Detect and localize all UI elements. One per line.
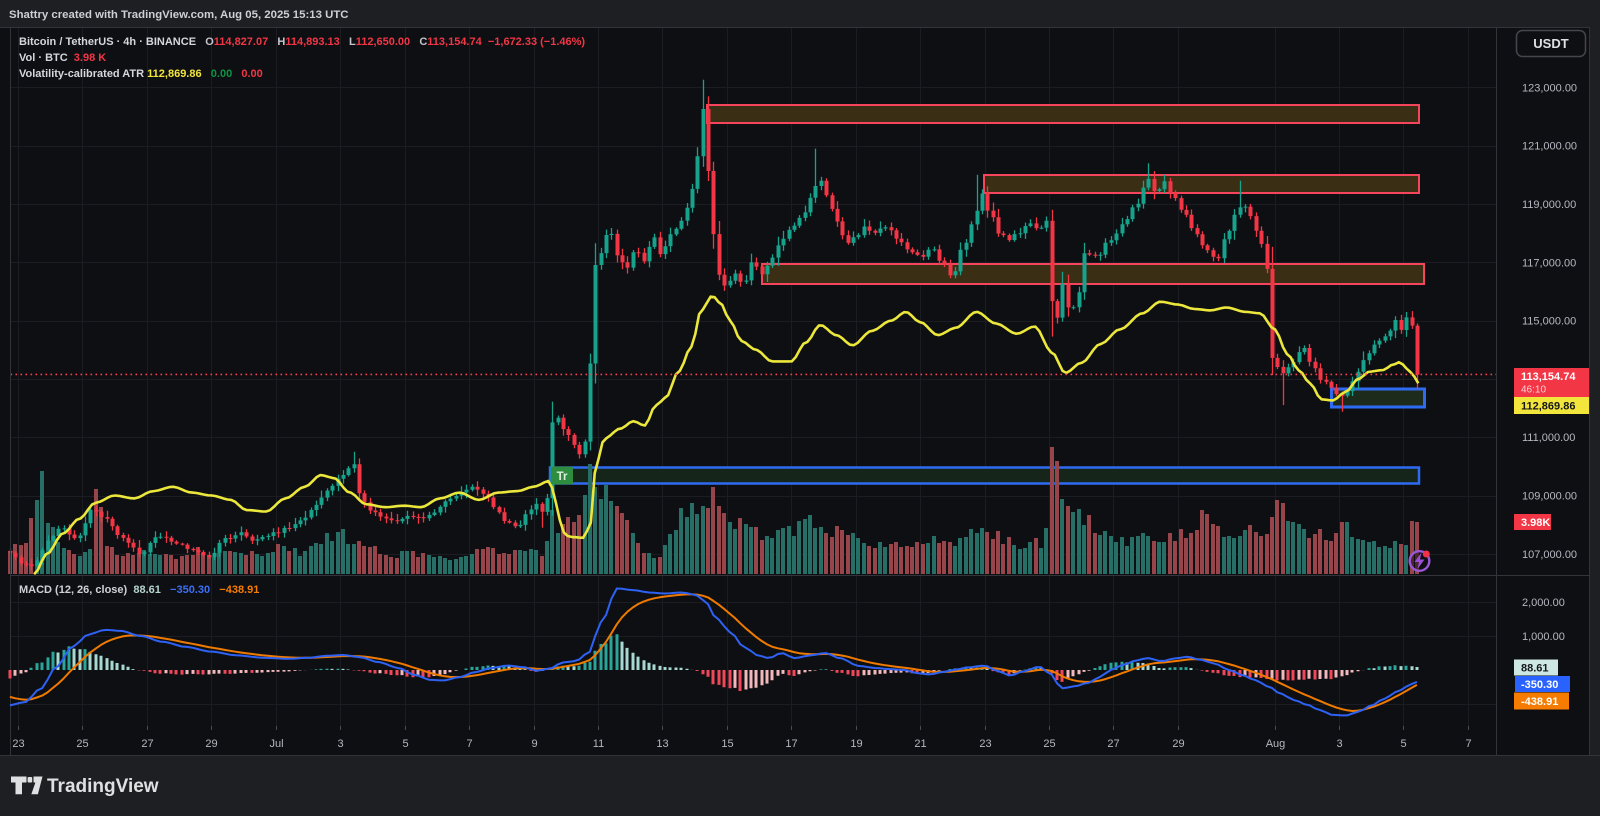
svg-text:25: 25 (1043, 738, 1055, 750)
svg-text:46:10: 46:10 (1521, 385, 1546, 396)
svg-text:23: 23 (979, 738, 991, 750)
svg-text:Bitcoin / TetherUS · 4h · BINA: Bitcoin / TetherUS · 4h · BINANCE O114,8… (19, 36, 585, 48)
svg-text:23: 23 (12, 738, 24, 750)
svg-text:USDT: USDT (1533, 36, 1568, 51)
svg-text:9: 9 (531, 738, 537, 750)
svg-text:Volatility-calibrated ATR 112,: Volatility-calibrated ATR 112,869.86 0.0… (19, 68, 263, 80)
svg-text:123,000.00: 123,000.00 (1522, 82, 1577, 94)
svg-text:Vol · BTC 3.98 K: Vol · BTC 3.98 K (19, 52, 106, 64)
svg-text:25: 25 (76, 738, 88, 750)
svg-text:5: 5 (402, 738, 408, 750)
svg-text:2,000.00: 2,000.00 (1522, 597, 1565, 609)
svg-text:115,000.00: 115,000.00 (1522, 316, 1576, 328)
svg-text:21: 21 (914, 738, 926, 750)
svg-text:111,000.00: 111,000.00 (1522, 432, 1575, 444)
svg-text:7: 7 (466, 738, 472, 750)
svg-text:-438.91: -438.91 (1521, 696, 1558, 708)
svg-text:117,000.00: 117,000.00 (1522, 257, 1576, 269)
svg-text:29: 29 (1172, 738, 1184, 750)
svg-text:19: 19 (850, 738, 862, 750)
svg-text:-350.30: -350.30 (1521, 679, 1558, 691)
svg-text:1,000.00: 1,000.00 (1522, 631, 1565, 643)
svg-text:5: 5 (1400, 738, 1406, 750)
svg-text:107,000.00: 107,000.00 (1522, 549, 1577, 561)
svg-text:27: 27 (1107, 738, 1119, 750)
svg-text:Tr: Tr (557, 471, 568, 483)
svg-text:17: 17 (785, 738, 797, 750)
svg-text:11: 11 (593, 738, 604, 750)
svg-text:121,000.00: 121,000.00 (1522, 141, 1577, 153)
svg-text:3: 3 (337, 738, 343, 750)
svg-text:MACD (12, 26, close) 88.61: MACD (12, 26, close) 88.61 −350.30 −438.… (19, 584, 259, 596)
svg-text:29: 29 (205, 738, 217, 750)
svg-text:119,000.00: 119,000.00 (1522, 199, 1576, 211)
svg-text:7: 7 (1465, 738, 1471, 750)
svg-text:15: 15 (721, 738, 733, 750)
svg-text:113,154.74: 113,154.74 (1521, 371, 1576, 383)
svg-text:Aug: Aug (1266, 738, 1286, 750)
svg-text:TradingView: TradingView (47, 776, 159, 797)
svg-text:3.98K: 3.98K (1521, 517, 1550, 529)
svg-text:88.61: 88.61 (1521, 663, 1549, 675)
svg-text:109,000.00: 109,000.00 (1522, 491, 1577, 503)
svg-text:112,869.86: 112,869.86 (1521, 401, 1575, 413)
svg-text:27: 27 (141, 738, 153, 750)
svg-text:3: 3 (1336, 738, 1342, 750)
svg-text:Jul: Jul (269, 738, 283, 750)
svg-text:Shattry created with TradingVi: Shattry created with TradingView.com, Au… (9, 9, 349, 21)
svg-text:13: 13 (656, 738, 668, 750)
